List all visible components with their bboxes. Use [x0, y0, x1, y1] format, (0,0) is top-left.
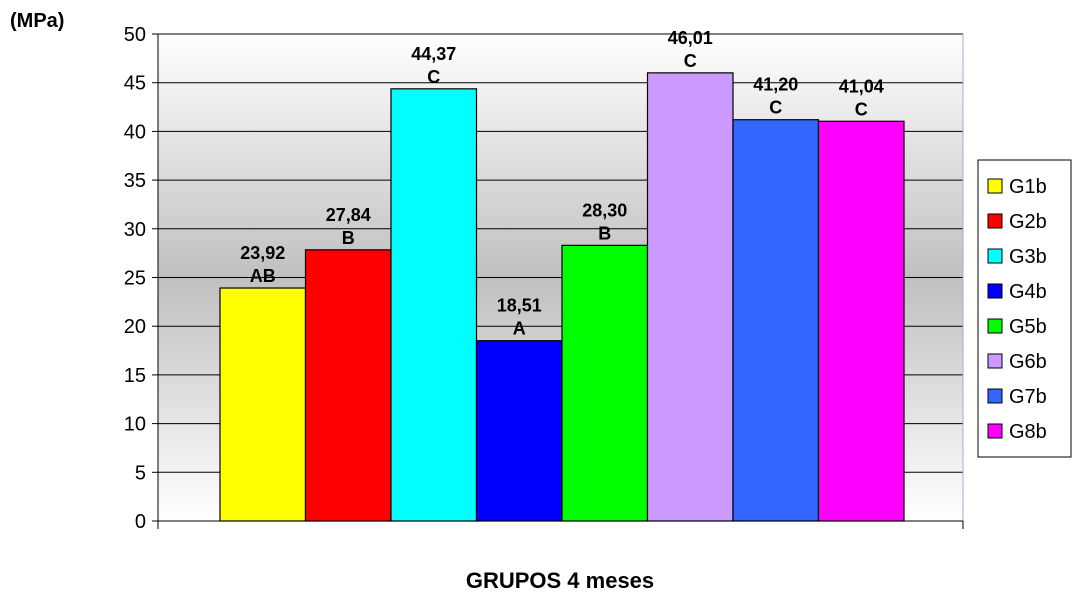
- bar-g1b: [219, 287, 307, 522]
- group-letter-label: B: [598, 223, 611, 243]
- data-value-label: 46,01: [668, 28, 713, 48]
- y-tick-label: 35: [124, 170, 146, 192]
- legend-box: [977, 159, 1072, 458]
- group-letter-label: C: [769, 98, 782, 118]
- y-tick-label: 20: [124, 316, 146, 338]
- legend-label-g3b: G3b: [1009, 246, 1047, 268]
- y-tick-label: 0: [135, 511, 146, 533]
- data-value-label: 23,92: [240, 243, 285, 263]
- legend-swatch-g8b: [987, 423, 1003, 439]
- y-tick-label: 15: [124, 365, 146, 387]
- legend-swatch-g4b: [987, 283, 1003, 299]
- bar-g5b: [561, 244, 649, 522]
- bar-g6b: [646, 72, 734, 522]
- legend-swatch-g1b: [987, 178, 1003, 194]
- legend: G1b G2b G3b G4b G5b G6b G7b G8b: [977, 159, 1072, 458]
- legend-label-g6b: G6b: [1009, 351, 1047, 373]
- bar-g8b: [817, 120, 905, 522]
- legend-label-g4b: G4b: [1009, 281, 1047, 303]
- bars: [219, 72, 905, 522]
- data-labels: 23,92 AB 27,84 B 44,37 C 18,51 A 28,30 B 46,01 C 41,…: [240, 28, 884, 339]
- legend-swatch-g7b: [987, 388, 1003, 404]
- legend-label-g7b: G7b: [1009, 386, 1047, 408]
- group-letter-label: B: [342, 228, 355, 248]
- y-tick-label: 45: [124, 73, 146, 95]
- group-letter-label: AB: [250, 266, 276, 286]
- bar-g3b: [390, 88, 478, 522]
- group-letter-label: A: [513, 319, 526, 339]
- y-tick-label: 10: [124, 414, 146, 436]
- group-letter-label: C: [427, 67, 440, 87]
- legend-label-g8b: G8b: [1009, 421, 1047, 443]
- legend-swatch-g6b: [987, 353, 1003, 369]
- y-tick-label: 5: [135, 462, 146, 484]
- bar-g7b: [732, 119, 820, 522]
- data-value-label: 44,37: [411, 44, 456, 64]
- legend-label-g5b: G5b: [1009, 316, 1047, 338]
- x-axis-label: GRUPOS 4 meses: [466, 568, 654, 593]
- group-letter-label: C: [855, 99, 868, 119]
- legend-swatch-g2b: [987, 213, 1003, 229]
- data-value-label: 18,51: [497, 296, 542, 316]
- bar-g4b: [475, 340, 563, 522]
- legend-swatch-g3b: [987, 248, 1003, 264]
- y-tick-label: 25: [124, 268, 146, 290]
- y-tick-label: 50: [124, 24, 146, 46]
- y-tick-label: 40: [124, 121, 146, 143]
- group-letter-label: C: [684, 51, 697, 71]
- data-value-label: 27,84: [326, 205, 371, 225]
- bar-g2b: [304, 249, 392, 522]
- legend-label-g1b: G1b: [1009, 176, 1047, 198]
- data-value-label: 41,20: [753, 75, 798, 95]
- y-tick-labels: 0 5 10 15 20 25 30 35 40 45 50: [124, 24, 146, 533]
- legend-swatch-g5b: [987, 318, 1003, 334]
- data-value-label: 28,30: [582, 200, 627, 220]
- data-value-label: 41,04: [839, 76, 884, 96]
- legend-label-g2b: G2b: [1009, 211, 1047, 233]
- y-axis-label: (MPa): [10, 10, 64, 32]
- y-tick-label: 30: [124, 219, 146, 241]
